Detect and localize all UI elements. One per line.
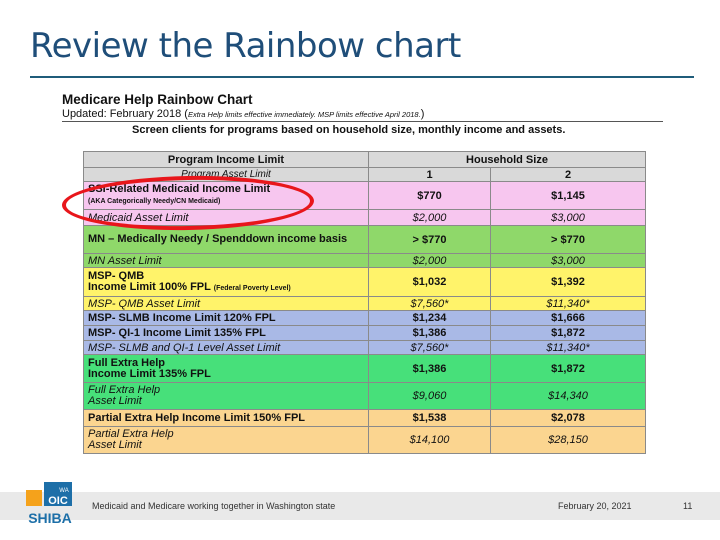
row-value-2: $11,340* [490, 296, 646, 311]
chart-heading: Medicare Help Rainbow Chart [62, 92, 253, 107]
row-value-2: $2,078 [490, 409, 646, 427]
row-value-2: $14,340 [490, 382, 646, 410]
svg-text:OIC: OIC [48, 495, 68, 507]
row-value-1: $2,000 [368, 253, 491, 268]
table-row: MSP- QMB Income Limit 100% FPL (Federal P… [83, 267, 646, 297]
row-label: MN – Medically Needy / Spenddown income … [83, 225, 369, 254]
row-value-1: > $770 [368, 225, 491, 254]
footer-bar [0, 492, 720, 520]
table-row: SSI-Related Medicaid Income Limit (AKA Ca… [83, 181, 646, 210]
row-label: MN Asset Limit [83, 253, 369, 268]
slide-title: Review the Rainbow chart [30, 26, 461, 66]
row-value-2: $1,666 [490, 310, 646, 326]
row-value-1: $1,386 [368, 354, 491, 383]
row-label: MSP- SLMB Income Limit 120% FPL [83, 310, 369, 326]
row-value-1: $7,560* [368, 340, 491, 355]
row-value-1: $770 [368, 181, 491, 210]
row-value-1: $7,560* [368, 296, 491, 311]
page-number: 11 [683, 501, 693, 511]
row-value-1: $14,100 [368, 426, 491, 454]
table-row: MSP- SLMB and QI-1 Level Asset Limit $7,… [83, 340, 646, 355]
row-value-2: $1,872 [490, 354, 646, 383]
row-value-1: $1,234 [368, 310, 491, 326]
rainbow-table: Program Income Limit Household Size Prog… [83, 151, 646, 454]
table-row: Partial Extra Help Income Limit 150% FPL… [83, 409, 646, 427]
row-value-2: $1,872 [490, 325, 646, 341]
chart-updated: Updated: February 2018 (Extra Help limit… [62, 108, 424, 120]
table-row: Partial Extra Help Asset Limit $14,100 $… [83, 426, 646, 454]
row-value-2: $1,392 [490, 267, 646, 297]
title-divider [30, 76, 694, 78]
row-value-2: $28,150 [490, 426, 646, 454]
oic-shiba-logo: WA OIC SHIBA [26, 482, 72, 526]
row-label: Partial Extra Help Income Limit 150% FPL [83, 409, 369, 427]
updated-note: Extra Help limits effective immediately.… [187, 110, 421, 119]
row-label: MSP- QI-1 Income Limit 135% FPL [83, 325, 369, 341]
table-row: Full Extra Help Asset Limit $9,060 $14,3… [83, 382, 646, 410]
row-label: Partial Extra Help Asset Limit [83, 426, 369, 454]
table-row: MN Asset Limit $2,000 $3,000 [83, 253, 646, 268]
row-label: SSI-Related Medicaid Income Limit (AKA Ca… [83, 181, 369, 210]
header-household: Household Size [368, 151, 646, 168]
row-label: Full Extra Help Income Limit 135% FPL [83, 354, 369, 383]
row-value-1: $2,000 [368, 209, 491, 226]
table-row: Medicaid Asset Limit $2,000 $3,000 [83, 209, 646, 226]
updated-divider [62, 121, 663, 122]
updated-close: ) [420, 108, 425, 120]
row-label: MSP- SLMB and QI-1 Level Asset Limit [83, 340, 369, 355]
table-row: MSP- SLMB Income Limit 120% FPL $1,234 $… [83, 310, 646, 326]
chart-subheading: Screen clients for programs based on hou… [132, 124, 566, 136]
row-value-2: > $770 [490, 225, 646, 254]
table-row: Full Extra Help Income Limit 135% FPL $1,… [83, 354, 646, 383]
svg-text:SHIBA: SHIBA [28, 510, 72, 526]
footer-text: Medicaid and Medicare working together i… [92, 501, 336, 511]
row-value-2: $1,145 [490, 181, 646, 210]
header-program: Program Income Limit [83, 151, 369, 168]
row-label: Medicaid Asset Limit [83, 209, 369, 226]
table-row: MSP- QMB Asset Limit $7,560* $11,340* [83, 296, 646, 311]
row-value-1: $1,386 [368, 325, 491, 341]
row-label: MSP- QMB Asset Limit [83, 296, 369, 311]
footer-date: February 20, 2021 [558, 501, 632, 511]
header-program-asset: Program Asset Limit [83, 167, 369, 182]
header-col-1: 1 [368, 167, 491, 182]
row-label: MSP- QMB Income Limit 100% FPL (Federal P… [83, 267, 369, 297]
row-value-1: $1,032 [368, 267, 491, 297]
row-value-2: $11,340* [490, 340, 646, 355]
row-value-1: $9,060 [368, 382, 491, 410]
header-col-2: 2 [490, 167, 646, 182]
svg-text:WA: WA [59, 488, 68, 494]
row-label: Full Extra Help Asset Limit [83, 382, 369, 410]
row-value-2: $3,000 [490, 253, 646, 268]
table-row: MN – Medically Needy / Spenddown income … [83, 225, 646, 254]
table-row: MSP- QI-1 Income Limit 135% FPL $1,386 $… [83, 325, 646, 341]
row-value-1: $1,538 [368, 409, 491, 427]
updated-label: Updated: February 2018 ( [62, 108, 188, 120]
row-value-2: $3,000 [490, 209, 646, 226]
